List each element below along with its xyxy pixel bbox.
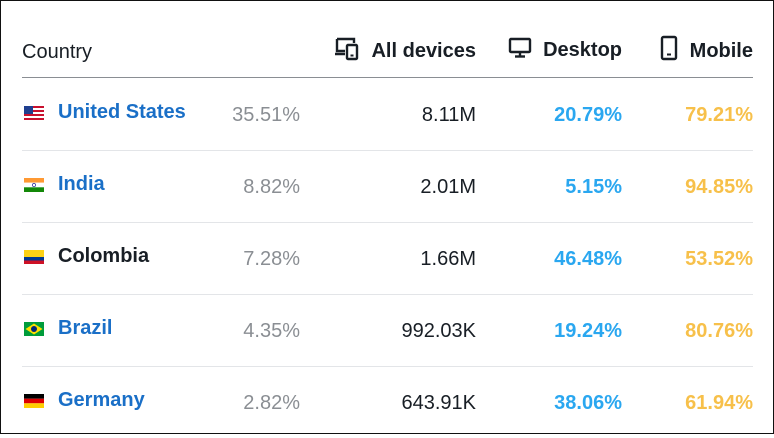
all-devices-visits: 2.01M [420, 176, 476, 198]
desktop-share: 46.48% [554, 248, 622, 270]
country-link[interactable]: Germany [58, 389, 145, 411]
mobile-label: Mobile [689, 39, 753, 62]
desktop-share: 19.24% [554, 320, 622, 342]
germany-flag-icon [24, 394, 44, 408]
india-flag-icon [24, 178, 44, 192]
traffic-share: 2.82% [243, 392, 300, 414]
all-devices-visits: 992.03K [401, 320, 476, 342]
country-link[interactable]: Brazil [58, 317, 113, 339]
all-devices-visits: 8.11M [421, 104, 476, 126]
table-row: United States 35.51% 8.11M 20.79% 79.21% [22, 78, 753, 151]
mobile-column-header: Mobile [659, 35, 753, 67]
country-link[interactable]: United States [58, 101, 186, 123]
table-header: Country All devices Desktop [22, 1, 753, 78]
desktop-column-header: Desktop [508, 35, 622, 65]
table-row: Colombia 7.28% 1.66M 46.48% 53.52% [22, 222, 753, 295]
desktop-label: Desktop [543, 38, 622, 61]
all-devices-label: All devices [371, 39, 476, 62]
all-devices-column-header: All devices [334, 35, 476, 67]
monitor-icon [508, 35, 532, 65]
country-column-header: Country [22, 41, 93, 63]
country-name: Colombia [58, 245, 150, 267]
us-flag-icon [24, 106, 44, 120]
mobile-share: 79.21% [685, 104, 753, 126]
mobile-share: 94.85% [685, 176, 753, 198]
country-link[interactable]: India [58, 173, 105, 195]
table-row: Germany 2.82% 643.91K 38.06% 61.94% [22, 366, 753, 438]
table-row: India 8.82% 2.01M 5.15% 94.85% [22, 150, 753, 223]
all-devices-visits: 1.66M [420, 248, 476, 270]
all-devices-visits: 643.91K [401, 392, 476, 414]
colombia-flag-icon [24, 250, 44, 264]
devices-icon [334, 35, 360, 67]
desktop-share: 38.06% [554, 392, 622, 414]
mobile-share: 80.76% [685, 320, 753, 342]
traffic-share: 8.82% [243, 176, 300, 198]
traffic-share: 4.35% [243, 320, 300, 342]
desktop-share: 5.15% [565, 176, 622, 198]
mobile-share: 53.52% [685, 248, 753, 270]
desktop-share: 20.79% [554, 104, 622, 126]
mobile-share: 61.94% [685, 392, 753, 414]
traffic-share: 35.51% [232, 104, 300, 126]
brazil-flag-icon [24, 322, 44, 336]
phone-icon [659, 35, 679, 67]
table-row: Brazil 4.35% 992.03K 19.24% 80.76% [22, 294, 753, 367]
traffic-share: 7.28% [243, 248, 300, 270]
